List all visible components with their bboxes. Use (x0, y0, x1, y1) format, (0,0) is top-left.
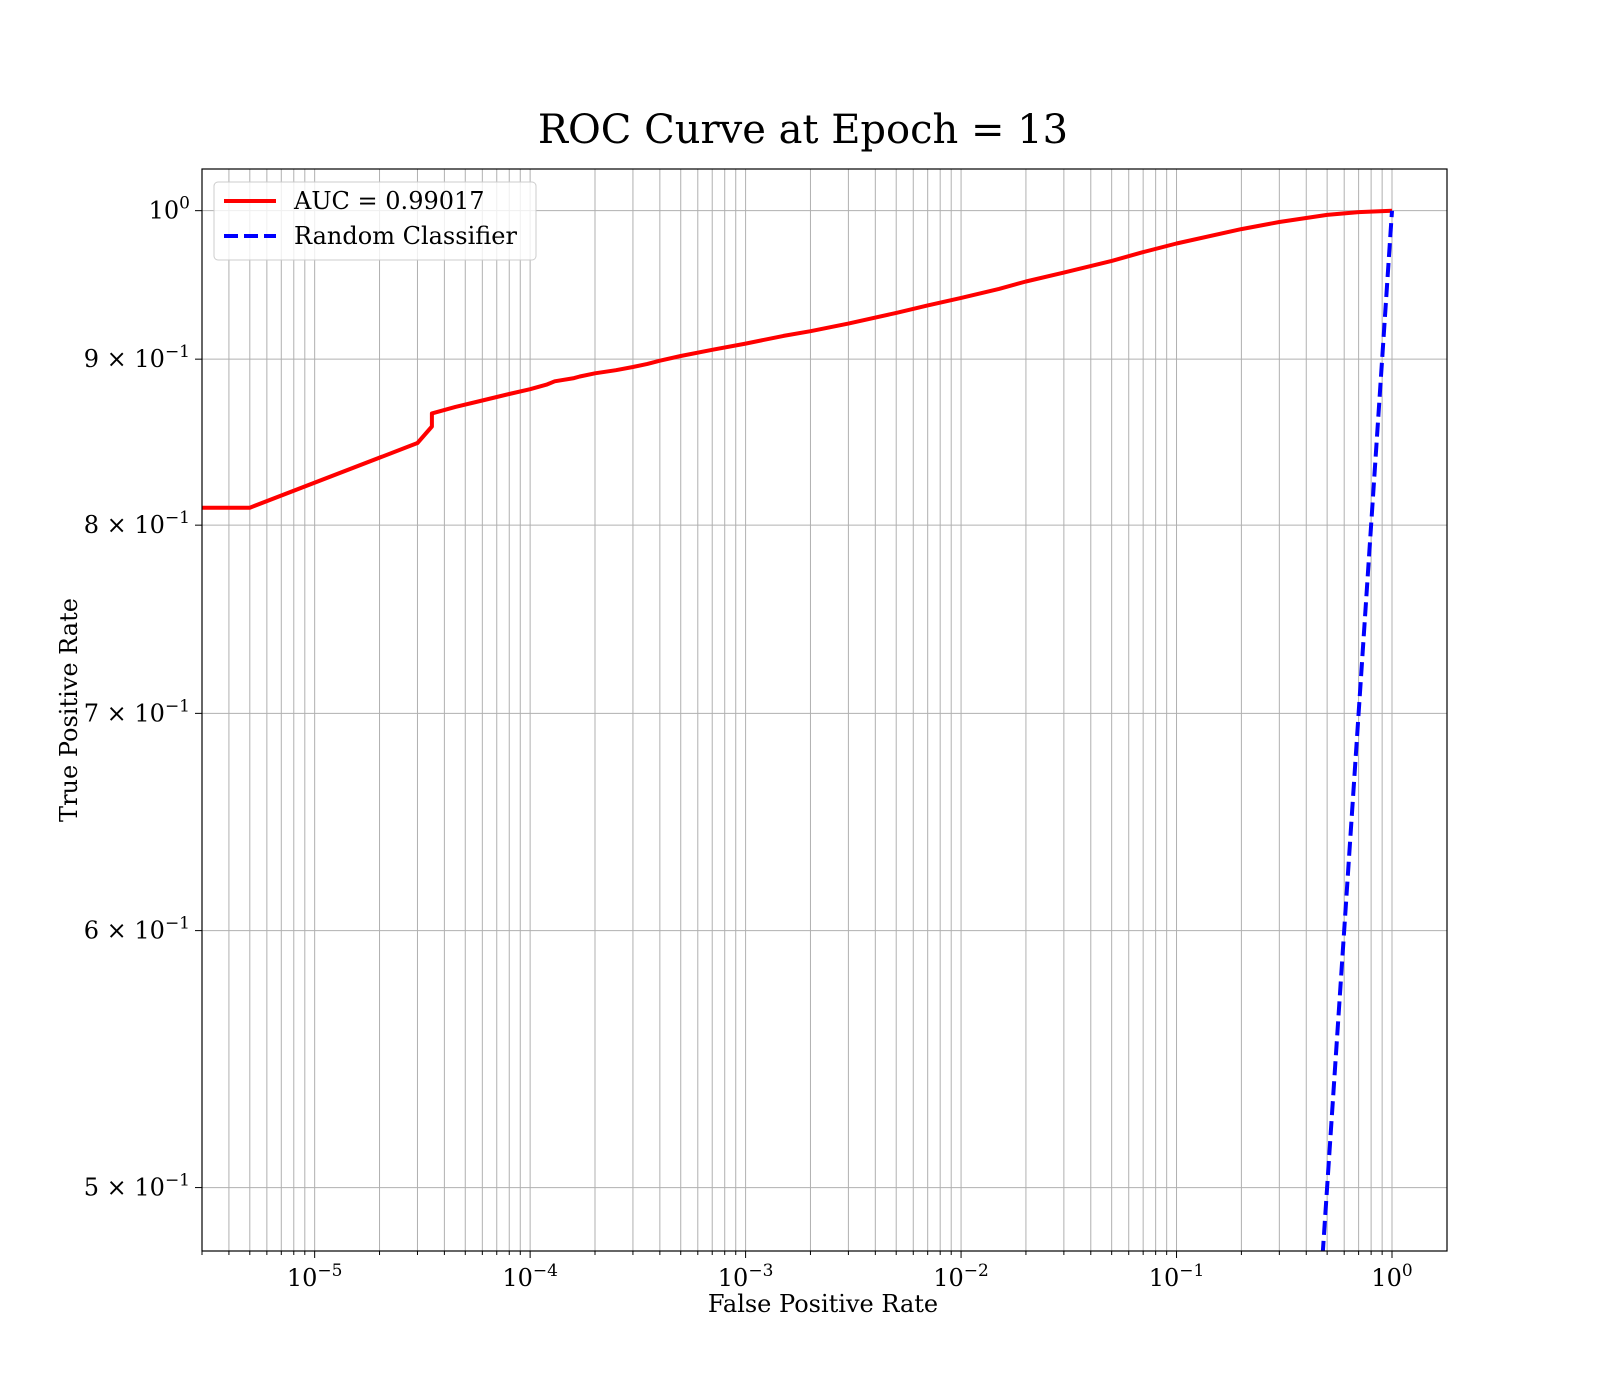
x-tick-label: 10−1 (1149, 1261, 1205, 1292)
legend-label-random: Random Classifier (294, 222, 517, 250)
y-tick-label: 6 × 10−1 (84, 914, 190, 945)
y-tick-label: 5 × 10−1 (84, 1171, 190, 1202)
series-layer (202, 208, 1394, 1251)
y-tick-label: 9 × 10−1 (84, 342, 190, 373)
legend: AUC = 0.99017 Random Classifier (213, 181, 537, 261)
x-tick-label: 10−5 (287, 1261, 343, 1292)
y-axis-label: True Positive Rate (55, 598, 83, 822)
x-axis-label: False Positive Rate (708, 1290, 938, 1318)
y-tick-label: 7 × 10−1 (84, 696, 190, 727)
random-classifier-line (1320, 210, 1394, 1251)
x-tick-label: 10−3 (718, 1261, 774, 1292)
x-axis-ticks: 10−5 10−4 10−3 10−2 10−1 100 (201, 1251, 1413, 1292)
y-tick-label: 8 × 10−1 (84, 508, 190, 539)
legend-label-auc: AUC = 0.99017 (293, 187, 485, 215)
roc-curve-line (202, 208, 1393, 510)
y-tick-label: 100 (149, 194, 190, 225)
plot-frame (201, 168, 1448, 1252)
x-tick-label: 100 (1371, 1261, 1412, 1292)
chart-title: ROC Curve at Epoch = 13 (538, 107, 1068, 153)
grid (201, 169, 1447, 1251)
y-axis-ticks: 5 × 10−1 6 × 10−1 7 × 10−1 8 × 10−1 9 × 10−1… (84, 194, 202, 1202)
x-tick-label: 10−2 (933, 1261, 989, 1292)
legend-box (213, 181, 537, 261)
x-tick-label: 10−4 (502, 1261, 558, 1292)
